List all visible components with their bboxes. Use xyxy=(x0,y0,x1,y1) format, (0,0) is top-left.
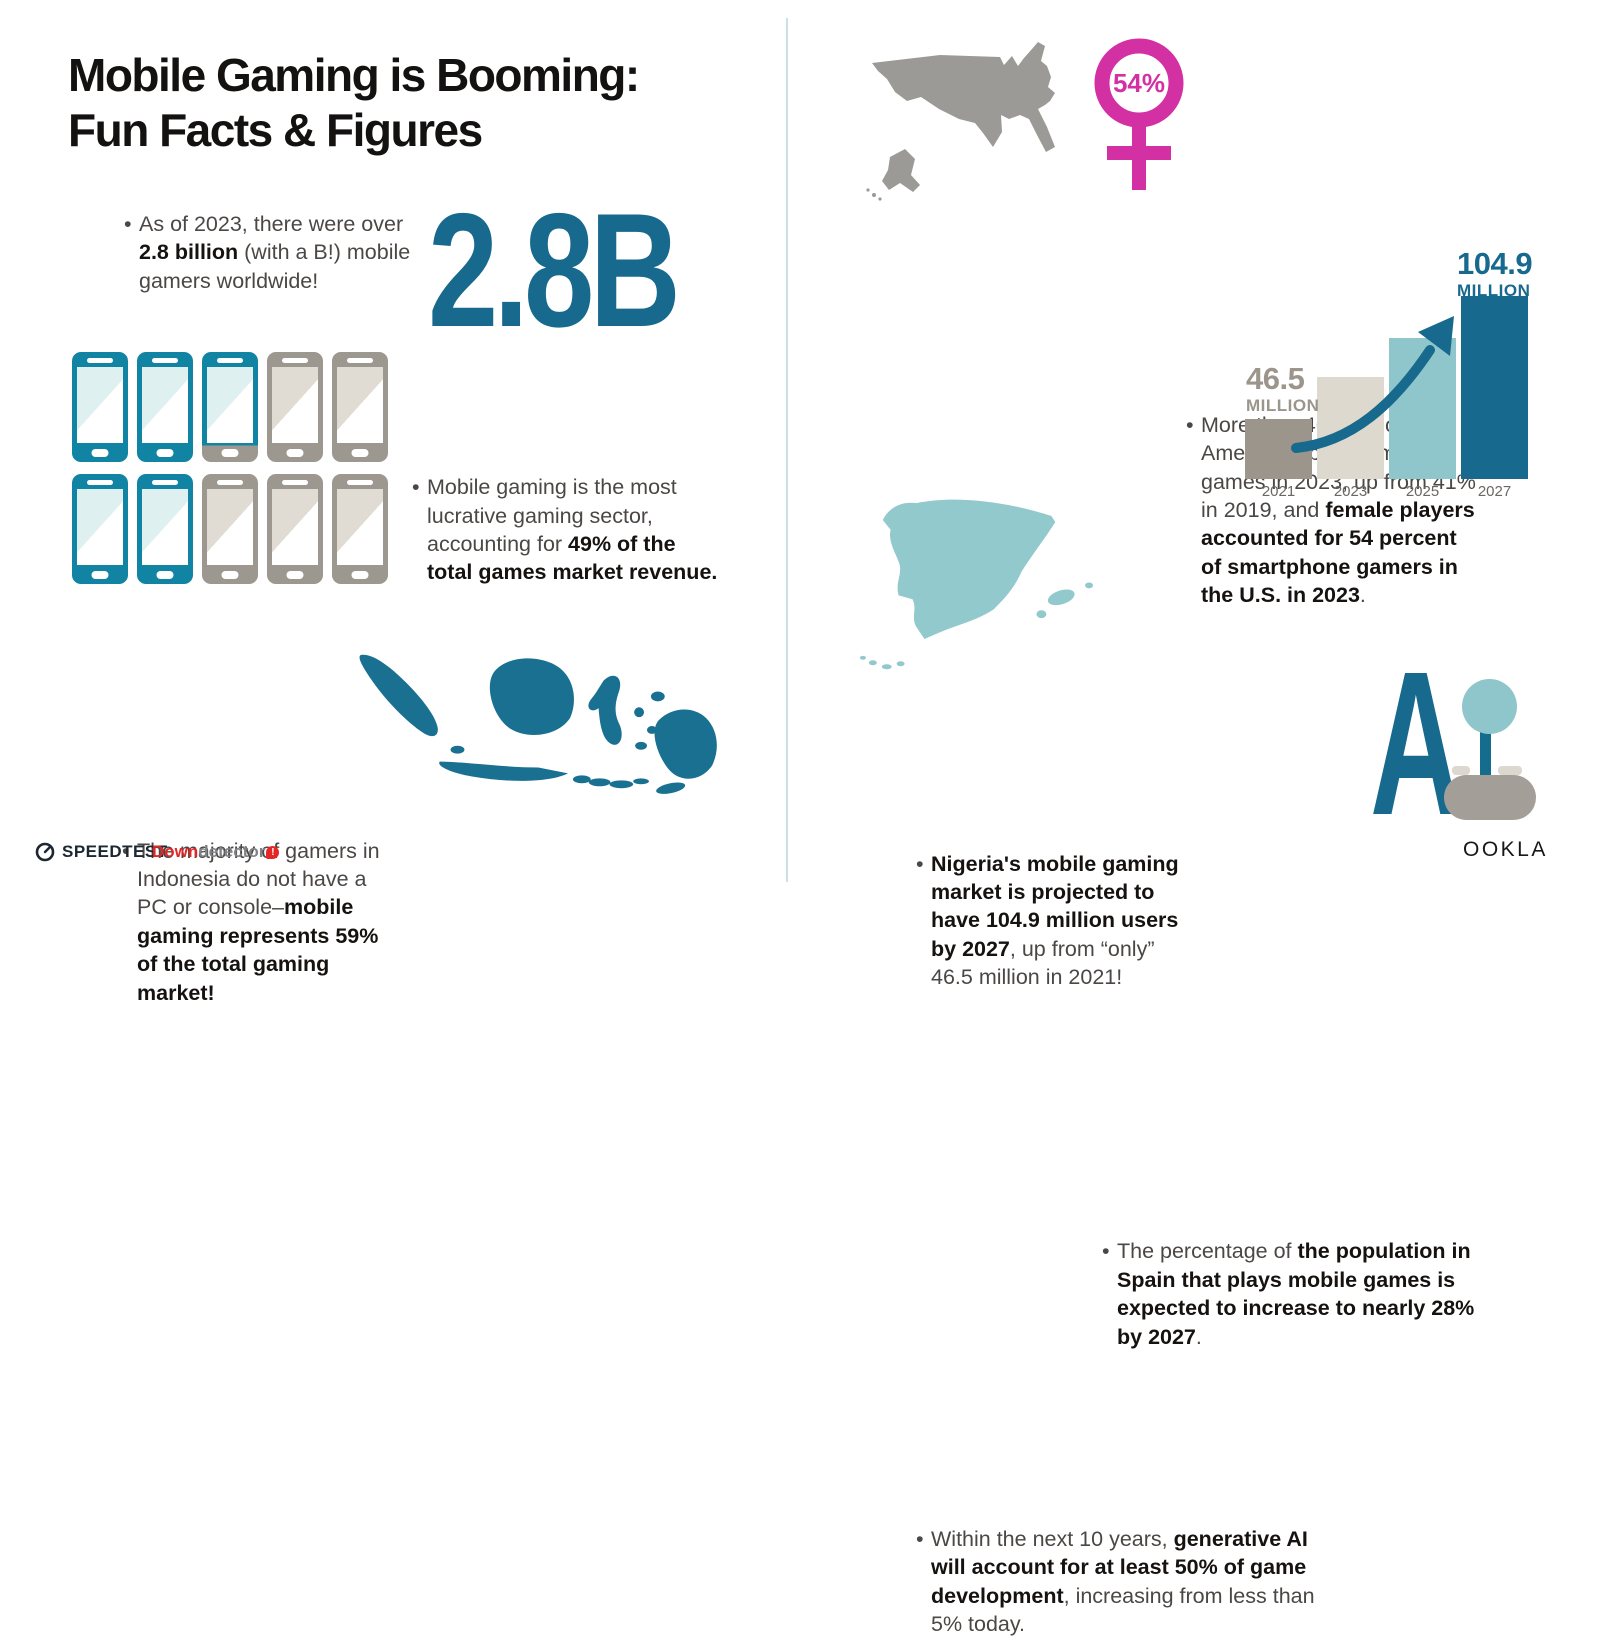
phone-speaker xyxy=(347,358,373,363)
phone-home-button xyxy=(221,571,239,579)
phone-grid xyxy=(72,352,388,584)
bar-2027 xyxy=(1461,296,1528,479)
page-title: Mobile Gaming is Booming: Fun Facts & Fi… xyxy=(68,48,688,158)
phone-icon-teal xyxy=(137,474,193,584)
speedtest-label: SPEEDTEST xyxy=(62,842,168,861)
fact-spain: The percentage of the population in Spai… xyxy=(1102,1237,1492,1351)
phone-home-button xyxy=(91,449,109,457)
phone-home-button xyxy=(221,449,239,457)
bar-year-label: 2025 xyxy=(1405,483,1440,500)
chart-unit-2021: MILLION xyxy=(1246,396,1320,415)
phone-screen xyxy=(337,489,383,565)
phone-icon-teal xyxy=(72,352,128,462)
phone-home-button xyxy=(286,449,304,457)
phone-icon-partial xyxy=(202,352,258,462)
bar-year-label: 2023 xyxy=(1333,483,1368,500)
phone-speaker xyxy=(347,480,373,485)
fact-revenue: Mobile gaming is the most lucrative gami… xyxy=(412,473,724,587)
chart-unit-2027: MILLION xyxy=(1457,281,1531,300)
bar-column-2027: 2027 xyxy=(1461,296,1528,500)
page-title-line2: Fun Facts & Figures xyxy=(68,104,483,157)
phone-home-button xyxy=(351,571,369,579)
phone-speaker xyxy=(282,358,308,363)
downdetector-logo: Down detector! xyxy=(152,842,280,862)
phone-icon-gray xyxy=(267,474,323,584)
phone-speaker xyxy=(217,358,243,363)
phone-icon-teal xyxy=(137,352,193,462)
speedtest-logo: SPEEDTEST xyxy=(35,842,168,862)
chart-value-2021: 46.5 xyxy=(1246,361,1305,396)
phone-speaker xyxy=(282,480,308,485)
speedtest-gauge-icon xyxy=(35,842,55,862)
phone-icon-teal xyxy=(72,474,128,584)
phone-screen xyxy=(77,367,123,443)
phone-speaker xyxy=(152,480,178,485)
joystick-base xyxy=(1444,775,1536,820)
joystick-button xyxy=(1498,766,1522,775)
indonesia-map xyxy=(359,654,717,794)
downdetector-label-down: Down xyxy=(152,842,199,861)
phone-home-button xyxy=(286,571,304,579)
chart-label-2027: 104.9 MILLION xyxy=(1457,246,1533,300)
phone-icon-gray xyxy=(332,474,388,584)
bar-column-2025: 2025 xyxy=(1389,338,1456,500)
phone-speaker xyxy=(217,480,243,485)
phone-screen xyxy=(77,489,123,565)
page-title-line1: Mobile Gaming is Booming: xyxy=(68,49,640,101)
bar-year-label: 2021 xyxy=(1261,483,1296,500)
downdetector-badge-icon: ! xyxy=(266,845,280,859)
phone-home-button xyxy=(91,571,109,579)
phone-screen xyxy=(142,367,188,443)
phone-screen xyxy=(142,489,188,565)
fact-indonesia: The majority of gamers in Indonesia do n… xyxy=(122,837,390,1007)
phone-home-button xyxy=(351,449,369,457)
phone-screen xyxy=(272,367,318,443)
fact-ai: Within the next 10 years, generative AI … xyxy=(916,1525,1328,1638)
phone-screen xyxy=(207,489,253,565)
nigeria-bar-chart: 2021 2023 2025 2027 xyxy=(1245,296,1528,500)
phone-screen xyxy=(272,489,318,565)
downdetector-label-detector: detector xyxy=(198,842,266,861)
bar-year-label: 2027 xyxy=(1477,483,1512,500)
phone-home-button xyxy=(156,571,174,579)
usa-map xyxy=(866,42,1055,201)
ai-letter-a: A xyxy=(1370,629,1462,858)
phone-icon-gray xyxy=(202,474,258,584)
phone-screen xyxy=(337,367,383,443)
phone-home-button xyxy=(156,449,174,457)
big-stat-2-8b: 2.8B xyxy=(428,180,681,361)
joystick-ball-icon xyxy=(1462,679,1517,734)
fact-nigeria: Nigeria's mobile gaming market is projec… xyxy=(916,850,1192,992)
fact-gamers-worldwide: As of 2023, there were over 2.8 billion … xyxy=(124,210,422,295)
phone-speaker xyxy=(87,358,113,363)
chart-label-2021: 46.5 MILLION xyxy=(1246,363,1319,414)
growth-arrow-icon xyxy=(1291,316,1454,453)
phone-icon-gray xyxy=(267,352,323,462)
center-divider xyxy=(786,18,788,882)
spain-map xyxy=(859,499,1093,670)
chart-value-2027: 104.9 xyxy=(1457,246,1533,281)
joystick-stick xyxy=(1480,730,1491,788)
female-share-label: 54% xyxy=(1113,68,1165,98)
female-symbol-icon: 54% xyxy=(1094,38,1184,190)
phone-screen xyxy=(207,367,253,443)
phone-speaker xyxy=(152,358,178,363)
joystick-button xyxy=(1452,766,1470,775)
ookla-logo: OOKLA xyxy=(1463,838,1548,861)
phone-speaker xyxy=(87,480,113,485)
phone-icon-gray xyxy=(332,352,388,462)
